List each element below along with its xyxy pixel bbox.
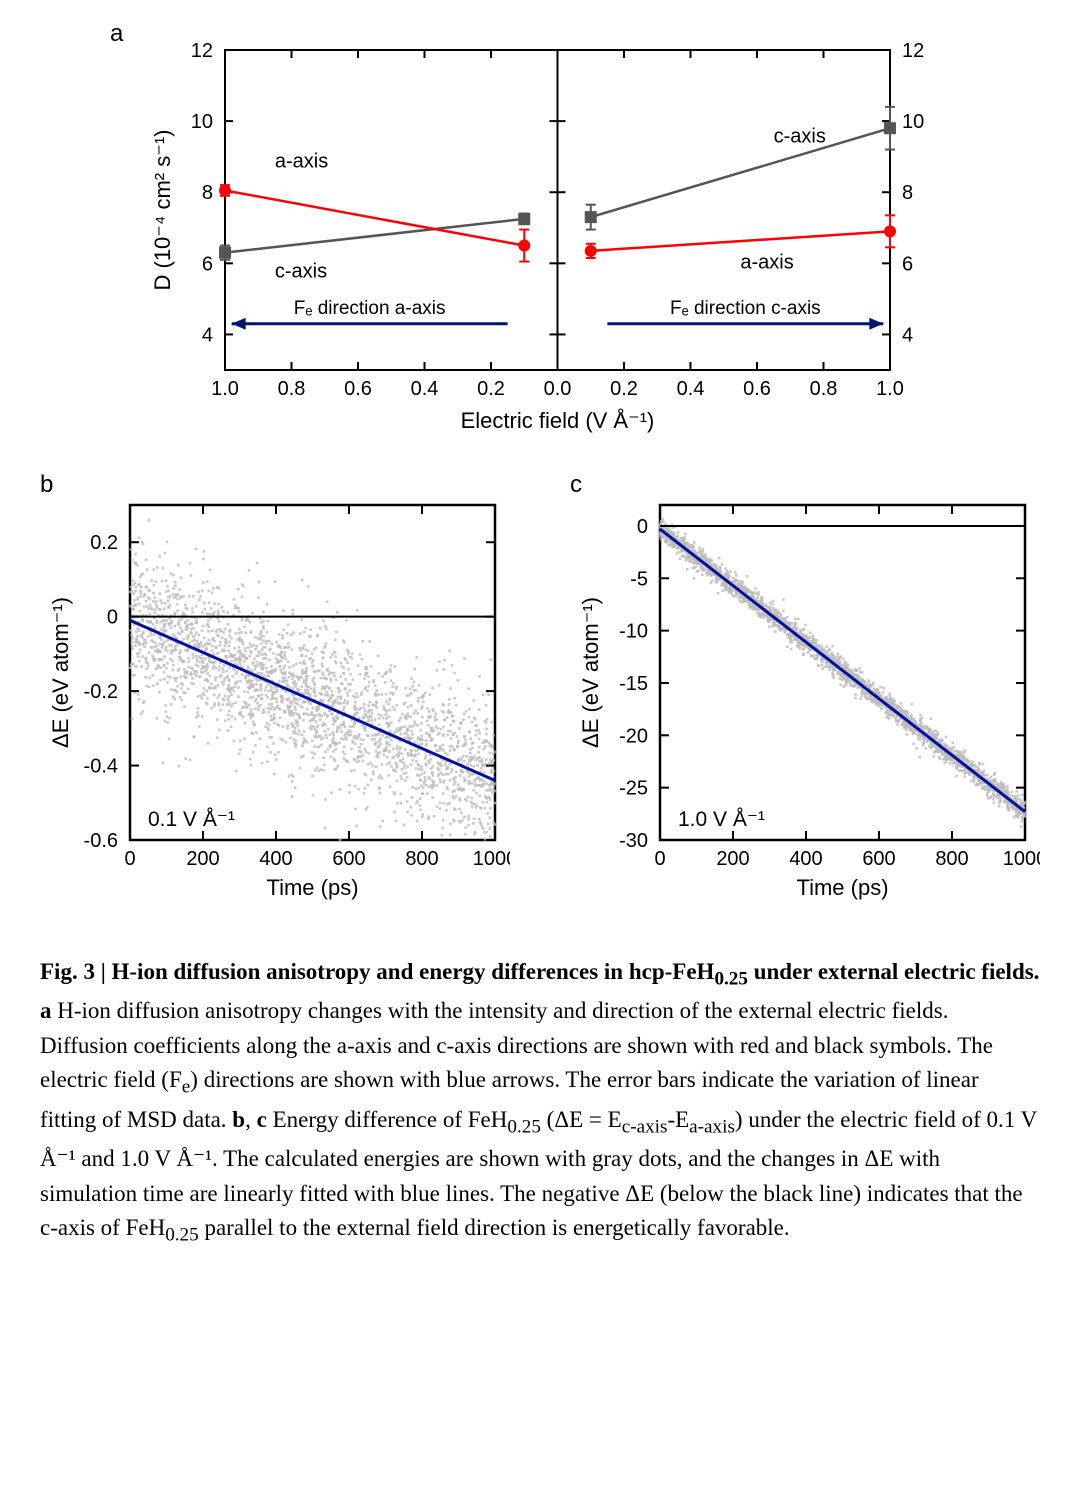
svg-text:4: 4 <box>902 324 913 346</box>
panel-b-label: b <box>40 471 53 499</box>
svg-text:0.4: 0.4 <box>411 378 439 400</box>
panel-c-container: c 02004006008001000-30-25-20-15-10-50Tim… <box>570 485 1040 920</box>
svg-text:1.0: 1.0 <box>876 378 904 400</box>
svg-text:12: 12 <box>902 40 924 62</box>
caption-bc-sub2: c-axis <box>622 1116 668 1137</box>
svg-text:400: 400 <box>259 848 292 870</box>
caption-bc-mid1: , <box>245 1107 257 1132</box>
svg-text:-0.2: -0.2 <box>84 681 118 703</box>
panel-c-label: c <box>570 471 582 499</box>
svg-text:0.6: 0.6 <box>743 378 771 400</box>
svg-text:10: 10 <box>902 111 924 133</box>
svg-text:0.8: 0.8 <box>278 378 306 400</box>
svg-text:200: 200 <box>186 848 219 870</box>
caption-c-pre: c <box>257 1107 267 1132</box>
svg-text:0.2: 0.2 <box>90 532 118 554</box>
svg-text:600: 600 <box>332 848 365 870</box>
panel-a-svg: 4 4 6 6 8 8 10 10 12 12 D (10⁻⁴ cm² s⁻¹) 1.0 0.8 0.6 0… <box>130 30 950 450</box>
caption-bc-mid3: -E <box>667 1107 689 1132</box>
svg-text:0.6: 0.6 <box>344 378 372 400</box>
svg-text:800: 800 <box>405 848 438 870</box>
caption-bc-sub3: a-axis <box>689 1116 735 1137</box>
svg-text:10: 10 <box>191 111 213 133</box>
caption-a-sub: e <box>182 1077 191 1098</box>
svg-text:c-axis: c-axis <box>275 261 327 283</box>
svg-text:6: 6 <box>902 253 913 275</box>
panel-a-label: a <box>110 20 123 48</box>
panel-b-container: b 02004006008001000-0.6-0.4-0.200.2Time … <box>40 485 510 920</box>
caption-lead-tail: under external electric fields. <box>748 959 1039 984</box>
svg-text:6: 6 <box>202 253 213 275</box>
caption-lead-sub: 0.25 <box>714 969 748 990</box>
svg-text:4: 4 <box>202 324 213 346</box>
svg-text:-0.6: -0.6 <box>84 830 118 852</box>
panel-c-svg: 02004006008001000-30-25-20-15-10-50Time … <box>570 485 1040 915</box>
figure-3: a 4 4 6 6 8 8 10 10 12 12 D (10⁻⁴ cm² s⁻¹) 1.0 0.8 0.… <box>40 30 1040 1250</box>
caption-b-pre: b <box>232 1107 245 1132</box>
svg-text:0: 0 <box>124 848 135 870</box>
svg-text:c-axis: c-axis <box>774 125 826 147</box>
caption-bc-mid2: (ΔE = E <box>541 1107 622 1132</box>
panel-bc-row: b 02004006008001000-0.6-0.4-0.200.2Time … <box>40 485 1040 920</box>
svg-text:D (10⁻⁴ cm² s⁻¹): D (10⁻⁴ cm² s⁻¹) <box>150 129 175 290</box>
svg-text:Electric field (V Å⁻¹): Electric field (V Å⁻¹) <box>461 408 655 433</box>
svg-text:1000: 1000 <box>473 848 510 870</box>
svg-text:8: 8 <box>902 182 913 204</box>
panel-b-svg: 0 200 400 600 800 1000 -0.6 -0.4 -0.2 0 0.2 Time (p… <box>40 485 510 915</box>
svg-text:12: 12 <box>191 40 213 62</box>
caption-bc-sub4: 0.25 <box>165 1225 199 1246</box>
svg-text:0.2: 0.2 <box>610 378 638 400</box>
caption-bc-body: Energy difference of FeH <box>267 1107 508 1132</box>
panel-a-container: a 44668810101212D (10⁻⁴ cm² s⁻¹)1.00.80.… <box>130 30 950 455</box>
svg-text:0.8: 0.8 <box>810 378 838 400</box>
figure-caption: Fig. 3 | H-ion diffusion anisotropy and … <box>40 955 1040 1250</box>
caption-lead-text: Fig. 3 | H-ion diffusion anisotropy and … <box>40 959 714 984</box>
svg-text:0.4: 0.4 <box>677 378 705 400</box>
caption-bc-sub1: 0.25 <box>507 1116 541 1137</box>
panel-a-row: a 44668810101212D (10⁻⁴ cm² s⁻¹)1.00.80.… <box>40 30 1040 455</box>
svg-text:8: 8 <box>202 182 213 204</box>
svg-text:0.0: 0.0 <box>544 378 572 400</box>
svg-text:a-axis: a-axis <box>740 252 793 274</box>
svg-text:Fₑ direction a-axis: Fₑ direction a-axis <box>294 298 446 319</box>
svg-text:Time (ps): Time (ps) <box>266 875 358 900</box>
caption-lead: Fig. 3 | H-ion diffusion anisotropy and … <box>40 959 1039 984</box>
svg-text:Fₑ direction c-axis: Fₑ direction c-axis <box>670 298 821 319</box>
svg-text:0.1 V Å⁻¹: 0.1 V Å⁻¹ <box>148 808 235 831</box>
svg-text:ΔE (eV atom⁻¹): ΔE (eV atom⁻¹) <box>48 597 73 748</box>
svg-text:0.2: 0.2 <box>477 378 505 400</box>
svg-text:a-axis: a-axis <box>275 150 328 172</box>
caption-bc-end: parallel to the external field direction… <box>199 1215 790 1240</box>
svg-text:0: 0 <box>107 607 118 629</box>
svg-text:1.0: 1.0 <box>211 378 239 400</box>
caption-a-pre: a <box>40 998 52 1023</box>
svg-text:-0.4: -0.4 <box>84 756 118 778</box>
